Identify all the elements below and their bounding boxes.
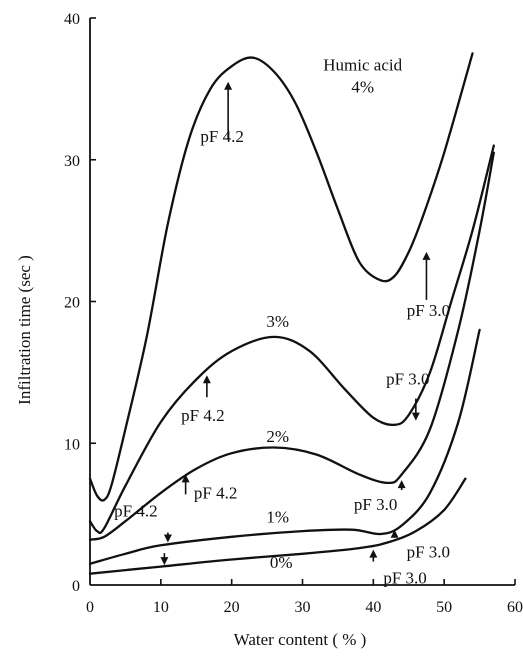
x-tick-label: 40 (365, 599, 381, 616)
pf-annotation: pF 4.2 (181, 375, 225, 425)
pf-annotation (369, 549, 378, 562)
series-1pct-line (88, 328, 481, 565)
pf-label: pF 4.2 (114, 501, 157, 520)
annotations: pF 4.2 pF 3.0 pF 4.2 pF 3.0 pF 4.2 pF 3.0 pF 4… (114, 81, 450, 588)
series-1pct-label: 1% (266, 508, 289, 527)
x-axis-title: Water content ( % ) (234, 630, 367, 649)
series-2pct-label: 2% (266, 427, 289, 446)
series-curves (88, 52, 495, 575)
series-labels: 0% 1% 2% 3% Humic acid 4% (266, 55, 402, 572)
x-tick-label: 60 (507, 599, 523, 616)
series-0pct-label: 0% (270, 553, 293, 572)
pf-label: pF 3.0 (407, 301, 450, 320)
series-4pct-line (88, 52, 474, 502)
arrow-up-icon (422, 251, 431, 260)
pf-annotation: pF 3.0 (354, 480, 406, 514)
series-3pct-line (88, 144, 495, 535)
pf-annotation: pF 3.0 (386, 370, 430, 421)
y-tick-label: 40 (64, 11, 80, 28)
pf-label: pF 3.0 (407, 543, 450, 562)
pf-label: pF 4.2 (194, 483, 237, 502)
series-label-line: Humic acid (323, 55, 402, 74)
series-2pct-line (88, 151, 495, 541)
x-ticks: 0 10 20 30 40 50 60 (86, 579, 523, 616)
x-tick-label: 10 (153, 599, 169, 616)
arrow-up-icon (224, 81, 233, 90)
pf-annotation: pF 4.2 (114, 501, 172, 543)
series-label-line: 4% (351, 77, 374, 96)
pf-label: pF 3.0 (383, 569, 426, 588)
y-tick-label: 10 (64, 436, 80, 453)
series-label-line: 2% (266, 427, 289, 446)
arrow-up-icon (202, 375, 211, 384)
x-tick-label: 20 (224, 599, 240, 616)
arrow-up-icon (390, 529, 399, 538)
x-tick-label: 50 (436, 599, 452, 616)
series-0pct-line (88, 477, 467, 575)
series-4pct-label: Humic acid 4% (323, 55, 402, 96)
pf-label: pF 3.0 (386, 370, 429, 389)
y-axis-title: Infiltration time (sec ) (15, 255, 34, 405)
series-label-line: 3% (266, 312, 289, 331)
pf-annotation: pF 4.2 (200, 81, 244, 146)
pf-label: pF 3.0 (354, 495, 397, 514)
x-tick-label: 0 (86, 599, 94, 616)
arrow-up-icon (181, 474, 190, 483)
y-ticks: 0 10 20 30 40 (64, 11, 96, 595)
x-tick-label: 30 (295, 599, 311, 616)
series-3pct-label: 3% (266, 312, 289, 331)
arrow-down-icon (160, 557, 169, 566)
y-tick-label: 30 (64, 153, 80, 170)
series-label-line: 1% (266, 508, 289, 527)
pf-annotation (160, 553, 169, 566)
pf-annotation: pF 3.0 (407, 251, 450, 320)
pf-annotation: pF 4.2 (181, 474, 237, 502)
series-label-line: 0% (270, 553, 293, 572)
arrow-down-icon (411, 412, 420, 421)
axes: 0 10 20 30 40 50 60 0 10 20 30 40 (64, 11, 523, 616)
arrow-up-icon (369, 549, 378, 558)
arrow-up-icon (397, 480, 406, 489)
y-tick-label: 20 (64, 295, 80, 312)
y-tick-label: 0 (72, 578, 80, 595)
pf-annotation: pF 3.0 (390, 529, 450, 562)
pf-label: pF 4.2 (200, 127, 243, 146)
arrow-down-icon (163, 534, 172, 543)
pf-label: pF 4.2 (181, 406, 224, 425)
